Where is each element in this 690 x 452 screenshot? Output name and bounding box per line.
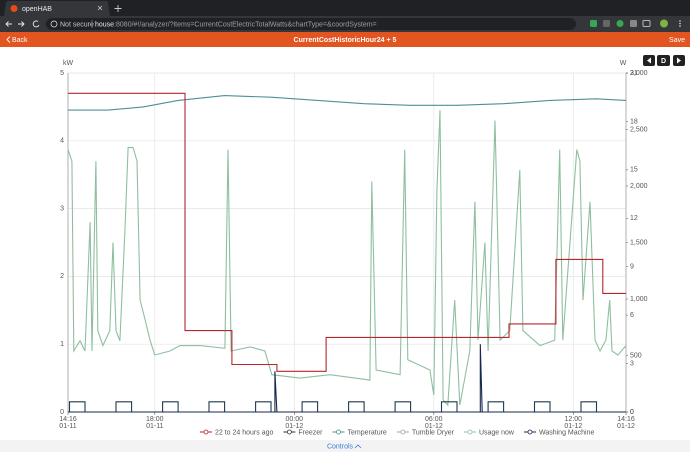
url-host: house (95, 21, 114, 28)
y2-axis-label: W (620, 60, 627, 67)
reload-button[interactable] (32, 20, 40, 28)
x-tick-label: 18:00 (146, 416, 164, 423)
y2-tick-label: 3,000 (630, 70, 648, 77)
menu-icon[interactable] (679, 25, 681, 27)
legend-item[interactable]: 22 to 24 hours ago (200, 429, 273, 436)
legend-item[interactable]: Freezer (283, 429, 323, 436)
legend-item[interactable]: Temperature (332, 429, 387, 436)
series-line (68, 92, 626, 372)
profile-icon[interactable] (660, 19, 668, 28)
y3-tick-label: 0 (630, 409, 634, 416)
x-tick-label: 00:00 (286, 416, 304, 423)
y3-tick-label: 21 (630, 70, 638, 77)
y3-tick-label: 12 (630, 215, 638, 222)
legend-marker (527, 429, 533, 435)
y2-tick-label: 2,500 (630, 126, 648, 133)
y2-tick-label: 1,500 (630, 239, 648, 246)
url-path: :8080/#!/analyzer/?items=CurrentCostElec… (114, 21, 377, 28)
y-tick-label: 0 (60, 409, 64, 416)
legend-item[interactable]: Washing Machine (523, 429, 594, 436)
previous-icon (647, 57, 651, 64)
legend-item[interactable]: Usage now (463, 429, 515, 436)
x-tick-label: 12:00 (565, 416, 583, 423)
legend-label: Freezer (298, 429, 323, 436)
back-arrow[interactable] (6, 36, 11, 43)
y-tick-label: 3 (60, 205, 64, 212)
controls-toggle[interactable]: Controls (327, 443, 354, 450)
legend-label: Washing Machine (539, 429, 594, 436)
back-link[interactable]: Back (12, 37, 28, 44)
x-tick-label: 06:00 (425, 416, 443, 423)
extension-icon[interactable] (630, 20, 637, 27)
series-line (68, 95, 627, 111)
legend-marker (467, 429, 473, 435)
x-tick-label: 01-12 (285, 423, 303, 430)
y-tick-label: 1 (60, 341, 64, 348)
x-tick-label: 01-11 (146, 423, 163, 430)
y3-tick-label: 3 (630, 360, 634, 367)
tab-title: openHAB (22, 6, 52, 13)
x-tick-label: 14:16 (59, 416, 77, 423)
security-icon[interactable] (50, 20, 58, 28)
footer (0, 440, 690, 452)
y-tick-label: 5 (60, 70, 64, 77)
y2-tick-label: 500 (630, 352, 642, 359)
menu-icon[interactable] (679, 20, 681, 22)
page-title: CurrentCostHistoricHour24 + 5 (294, 37, 397, 44)
x-tick-label: 01-12 (425, 423, 443, 430)
legend-label: Usage now (479, 429, 515, 436)
y3-tick-label: 18 (630, 118, 638, 125)
cast-icon[interactable] (642, 20, 651, 27)
legend-marker (286, 429, 292, 435)
y-tick-label: 4 (60, 138, 64, 145)
x-tick-label: 01-12 (564, 423, 582, 430)
x-tick-label: 01-11 (59, 423, 76, 430)
back-button[interactable] (5, 21, 12, 27)
y3-tick-label: 15 (630, 167, 638, 174)
extension-icon[interactable] (616, 20, 624, 27)
tab-close[interactable] (97, 5, 103, 11)
legend-label: Tumble Dryer (412, 429, 455, 436)
series-line (67, 110, 627, 407)
chart-area (0, 47, 690, 440)
y3-tick-label: 9 (630, 264, 634, 271)
controls-caret (354, 444, 362, 449)
legend-label: 22 to 24 hours ago (215, 429, 273, 436)
menu-icon[interactable] (679, 22, 681, 25)
period-label: D (661, 58, 666, 65)
y-tick-label: 2 (60, 273, 64, 280)
x-tick-label: 14:16 (617, 416, 635, 423)
y2-tick-label: 0 (630, 409, 634, 416)
y2-tick-label: 1,000 (630, 296, 648, 303)
tab-strip (0, 0, 690, 16)
new-tab[interactable] (114, 5, 122, 12)
tab[interactable] (4, 1, 110, 16)
legend-item[interactable]: Tumble Dryer (396, 429, 455, 436)
url: house:8080/#!/analyzer/?items=CurrentCos… (95, 21, 377, 28)
y3-tick-label: 6 (630, 312, 634, 319)
y2-tick-label: 2,000 (630, 183, 648, 190)
legend-marker (400, 429, 406, 435)
app-bar (0, 32, 690, 47)
security-label: Not secure (60, 21, 94, 28)
save-link[interactable]: Save (669, 37, 685, 44)
forward-button[interactable] (18, 21, 25, 27)
next-icon (677, 57, 681, 64)
period-button[interactable] (657, 55, 670, 66)
series-line (68, 344, 626, 413)
legend-marker (203, 429, 209, 435)
extension-icon[interactable] (603, 20, 610, 27)
y-axis-label: kW (63, 60, 74, 67)
legend-marker (336, 429, 341, 435)
legend-label: Temperature (348, 429, 387, 436)
address-bar[interactable] (46, 18, 576, 30)
tab-favicon (10, 5, 18, 12)
x-tick-label: 01-12 (617, 423, 635, 430)
extension-icon[interactable] (590, 20, 597, 27)
